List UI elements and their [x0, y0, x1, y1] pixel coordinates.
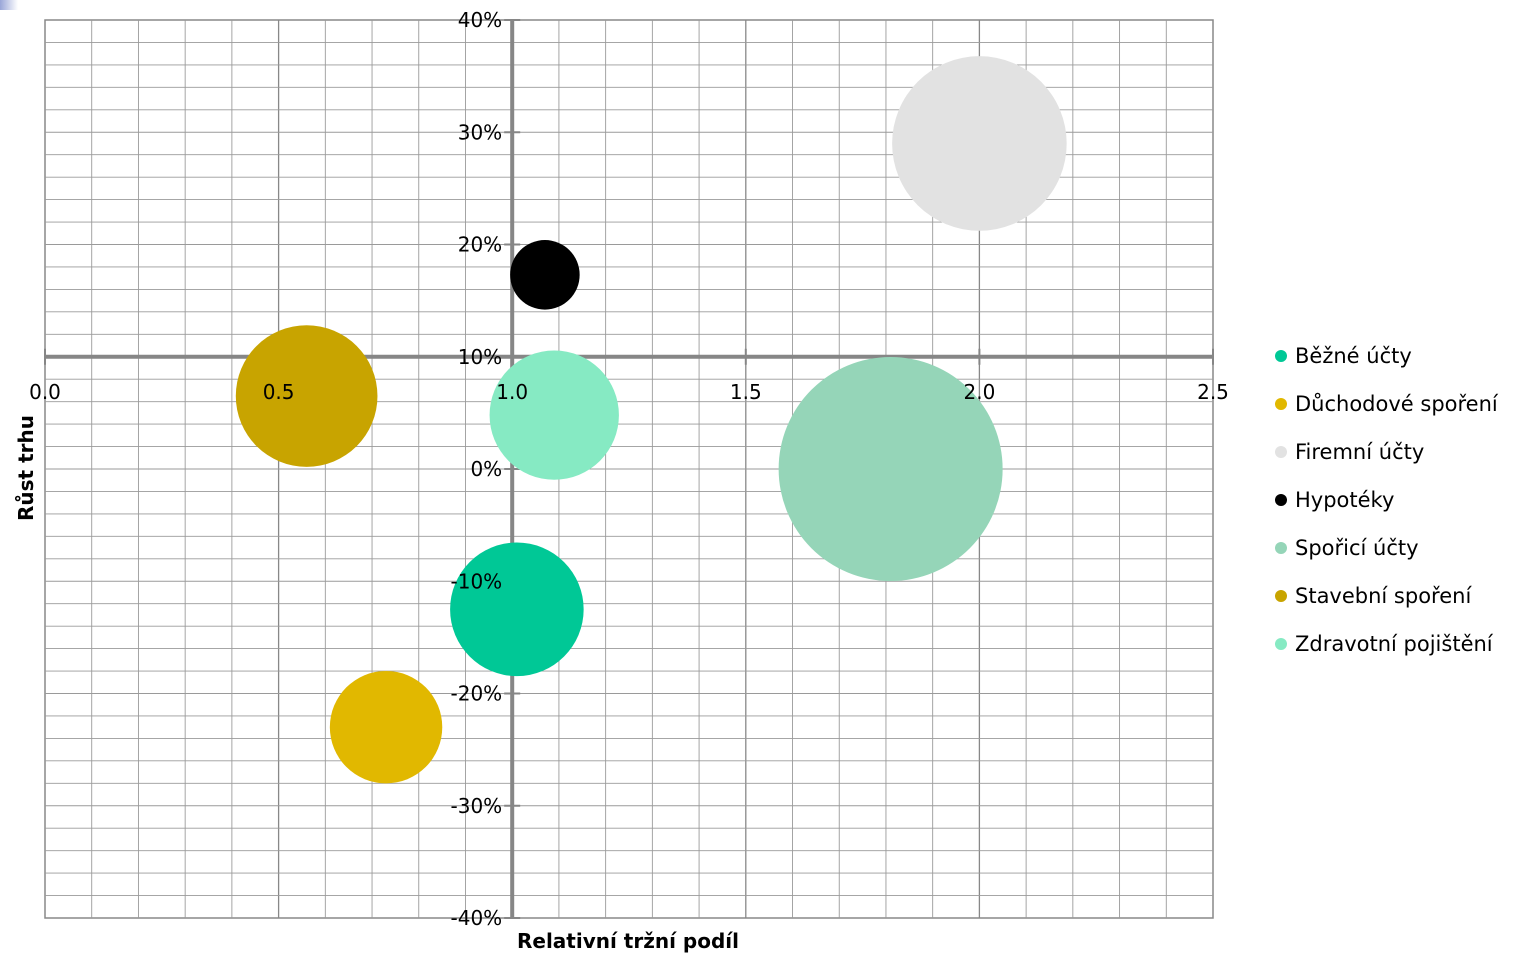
legend-label: Stavební spoření: [1295, 584, 1472, 608]
legend-item: Stavební spoření: [1275, 572, 1498, 620]
chart-axes: [44, 19, 1214, 919]
legend-marker-icon: [1275, 542, 1287, 554]
legend-item: Zdravotní pojištění: [1275, 620, 1498, 668]
legend-item: Spořicí účty: [1275, 524, 1498, 572]
y-axis-title: Růst trhu: [14, 415, 38, 521]
chart-legend: Běžné účty Důchodové spoření Firemní účty H…: [1275, 332, 1498, 668]
legend-marker-icon: [1275, 446, 1287, 458]
x-axis-title: Relativní tržní podíl: [517, 929, 739, 953]
y-tick-label: 20%: [458, 233, 502, 257]
legend-label: Hypotéky: [1295, 488, 1395, 512]
y-tick-label: 10%: [458, 345, 502, 369]
y-tick-label: -20%: [451, 682, 503, 706]
y-tick-label: -40%: [451, 906, 503, 930]
x-tick-label: 1.0: [496, 380, 528, 404]
y-tick-label: 0%: [470, 457, 502, 481]
chart-tick-labels: 0.0 0.5 1.0 1.5 2.0 2.5 40% 30% 20% 10% 0% -10% -20%…: [29, 8, 1229, 930]
legend-marker-icon: [1275, 350, 1287, 362]
chart-bubbles: [235, 56, 1067, 784]
bubble-firemni-ucty: [892, 56, 1067, 231]
legend-label: Běžné účty: [1295, 344, 1412, 368]
y-tick-label: -30%: [451, 794, 503, 818]
legend-item: Firemní účty: [1275, 428, 1498, 476]
x-tick-label: 2.5: [1197, 380, 1229, 404]
y-tick-label: 40%: [458, 8, 502, 32]
x-tick-label: 2.0: [963, 380, 995, 404]
legend-item: Běžné účty: [1275, 332, 1498, 380]
legend-label: Firemní účty: [1295, 440, 1425, 464]
x-tick-label: 0.0: [29, 380, 61, 404]
x-tick-label: 1.5: [730, 380, 762, 404]
legend-marker-icon: [1275, 398, 1287, 410]
bubble-duchodove-sporeni: [329, 670, 443, 784]
bubble-bezne-ucty: [450, 542, 584, 677]
y-tick-label: -10%: [451, 569, 503, 593]
x-tick-label: 0.5: [263, 380, 295, 404]
window-corner-decoration: [0, 0, 18, 10]
bubble-hypoteky: [510, 240, 580, 310]
legend-label: Zdravotní pojištění: [1295, 632, 1493, 656]
y-tick-label: 30%: [458, 120, 502, 144]
bubble-sporici-ucty: [778, 357, 1003, 581]
bubble-stavebni-sporeni: [235, 325, 378, 467]
legend-marker-icon: [1275, 494, 1287, 506]
legend-marker-icon: [1275, 638, 1287, 650]
legend-item: Důchodové spoření: [1275, 380, 1498, 428]
legend-label: Spořicí účty: [1295, 536, 1419, 560]
bubble-zdravotni-pojisteni: [489, 350, 619, 480]
legend-item: Hypotéky: [1275, 476, 1498, 524]
legend-label: Důchodové spoření: [1295, 392, 1498, 416]
legend-marker-icon: [1275, 590, 1287, 602]
